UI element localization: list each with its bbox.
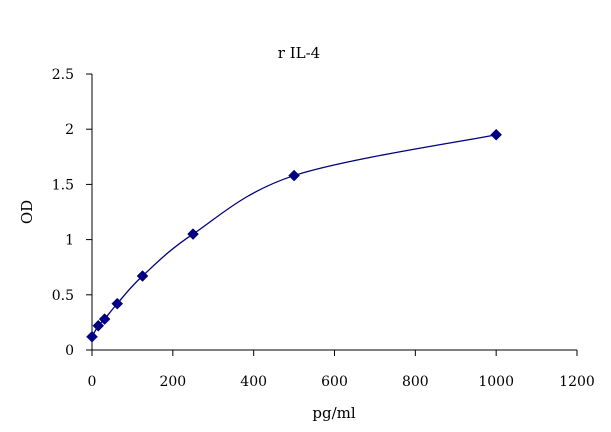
y-tick-label: 2: [65, 122, 74, 138]
data-point: [490, 128, 503, 141]
x-tick-label: 600: [321, 374, 348, 390]
x-axis-label: pg/ml: [312, 404, 355, 422]
y-tick-label: 0.5: [52, 288, 74, 304]
ticks: 0 0.5 1 1.5 2 2.5 0 200 400 600 800 1000 1200: [52, 67, 595, 390]
x-tick-label: 800: [402, 374, 429, 390]
x-tick-label: 1000: [478, 374, 514, 390]
data-point: [98, 313, 111, 325]
x-tick-label: 0: [88, 374, 97, 390]
data-point: [136, 270, 149, 282]
data-point: [111, 297, 124, 310]
y-axis-label: OD: [18, 200, 36, 224]
x-tick-label: 200: [159, 374, 186, 390]
y-tick-label: 2.5: [52, 67, 74, 83]
data-point: [187, 228, 199, 240]
data-point: [86, 330, 98, 343]
x-tick-label: 1200: [559, 374, 595, 390]
y-tick-label: 1.5: [52, 177, 74, 193]
y-tick-label: 0: [65, 343, 74, 359]
data-point: [288, 169, 300, 182]
x-tick-label: 400: [240, 374, 267, 390]
series: [86, 128, 503, 343]
y-tick-label: 1: [65, 233, 74, 249]
data-point: [92, 319, 105, 332]
chart-title: r IL-4: [278, 44, 320, 62]
